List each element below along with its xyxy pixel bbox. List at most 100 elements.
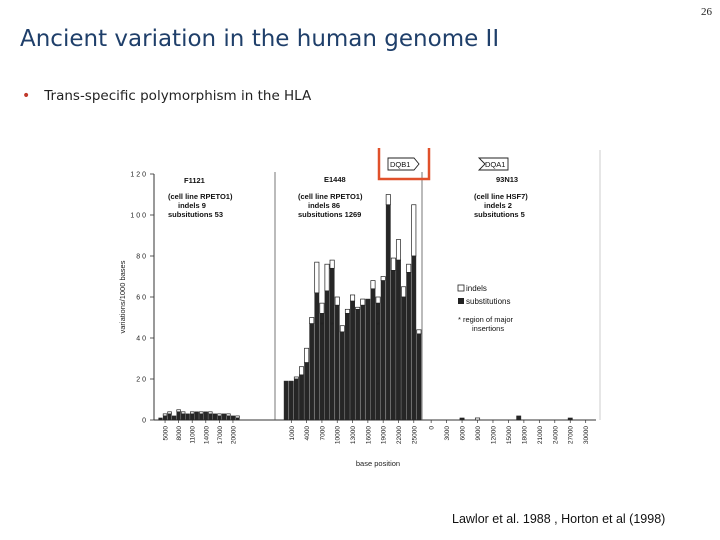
- substitution-bar: [309, 323, 315, 421]
- indel-bar: [199, 411, 204, 415]
- indel-bar: [176, 409, 181, 413]
- hla-variation-figure: variations/1000 bases base position 0 2 0…: [118, 148, 601, 468]
- segment-1-substitutions: subsitutions 53: [168, 210, 223, 219]
- bars-layer: * * *: [158, 194, 573, 421]
- x-tick-label: 16000: [365, 426, 372, 444]
- x-tick-label: 27000: [568, 426, 575, 444]
- y-ticks: 0 2 0 4 0 6 0 8 0 1 0 0 1 2 0: [130, 172, 154, 425]
- substitution-bar: [339, 331, 345, 421]
- slide-number: 26: [701, 6, 712, 18]
- segment-1-labels: F1121 (cell line RPETO1) indels 9 subsit…: [168, 176, 233, 219]
- substitution-bar: [459, 417, 465, 421]
- substitution-bar: [350, 300, 355, 421]
- x-tick-label: 19000: [381, 426, 388, 444]
- indel-bar: [380, 276, 386, 281]
- segment-3-indels: indels 2: [484, 201, 512, 210]
- indel-bar: [406, 263, 412, 273]
- x-axis-label: base position: [356, 459, 400, 468]
- indel-bar: [208, 411, 213, 415]
- indel-bar: [189, 411, 195, 415]
- indel-bar: [344, 308, 350, 314]
- substitution-bar: [226, 415, 231, 421]
- substitution-bar: [203, 411, 208, 421]
- x-tick-label: 20000: [230, 426, 237, 444]
- substitution-bar: [158, 417, 163, 421]
- segment-1-cell-line: (cell line RPETO1): [168, 192, 233, 201]
- substitution-bar: [329, 268, 335, 421]
- dqb1-highlight-box: [377, 148, 431, 181]
- indel-bar: [474, 417, 481, 421]
- x-tick-label: 17000: [217, 426, 224, 444]
- y-tick-label: 0: [142, 418, 146, 425]
- insertion-star-mark: *: [377, 321, 380, 330]
- legend-note-line2: insertions: [472, 324, 504, 333]
- gene-marker-dqb1: DQB1: [377, 148, 431, 181]
- y-tick-label: 4 0: [136, 336, 146, 343]
- x-tick-label: 22000: [396, 426, 403, 444]
- segment-2-labels: E1448 (cell line RPETO1) indels 86 subsi…: [298, 175, 363, 219]
- substitution-bar: [334, 304, 340, 421]
- dqb1-label: DQB1: [390, 160, 410, 169]
- substitution-bar: [199, 413, 204, 421]
- segment-3-cell-line: (cell line HSF7): [474, 192, 528, 201]
- x-tick-label: 3000: [444, 426, 451, 441]
- substitution-bar: [304, 362, 310, 421]
- x-tick-label: 1000: [289, 426, 296, 441]
- x-tick-label: 15000: [506, 426, 513, 444]
- gene-marker-dqa1: DQA1: [477, 157, 509, 171]
- bullet-item: • Trans-specific polymorphism in the HLA: [22, 88, 311, 104]
- segment-3-substitutions: subsitutions 5: [474, 210, 525, 219]
- x-tick-label: 4000: [304, 426, 311, 441]
- indel-bar: [329, 259, 335, 269]
- segment-2-substitutions: subsitutions 1269: [298, 210, 361, 219]
- indel-bar: [162, 413, 168, 417]
- substitution-bar: [283, 380, 289, 421]
- substitution-bar: [411, 255, 417, 421]
- substitution-bar: [221, 413, 227, 421]
- indel-bar: [401, 286, 407, 298]
- substitution-bar: [345, 313, 350, 421]
- substitution-bar: [396, 259, 401, 421]
- indel-bar: [416, 329, 422, 335]
- substitution-bar: [390, 270, 396, 421]
- substitution-bar: [230, 415, 236, 421]
- substitution-bar: [190, 413, 195, 421]
- indel-bar: [395, 239, 401, 261]
- substitution-bar: [406, 272, 412, 421]
- substitution-bar: [516, 415, 522, 421]
- bullet-text: Trans-specific polymorphism in the HLA: [44, 88, 312, 104]
- indel-bar: [314, 261, 320, 294]
- indel-bar: [217, 413, 222, 417]
- indel-bar: [299, 366, 305, 376]
- substitution-bar: [401, 296, 406, 421]
- indel-bar: [167, 411, 172, 415]
- indel-bar: [350, 294, 356, 302]
- x-tick-label: 30000: [583, 426, 590, 444]
- indel-bar: [375, 296, 381, 304]
- x-tick-label: 6000: [460, 426, 467, 441]
- x-tick-label: 13000: [350, 426, 357, 444]
- segment-3-labels: 93N13 (cell line HSF7) indels 2 subsitut…: [474, 175, 528, 219]
- indel-bar: [235, 415, 240, 419]
- substitution-bar: [355, 309, 361, 421]
- indel-bar: [226, 413, 231, 417]
- substitution-bar: [185, 413, 190, 421]
- substitution-bar: [567, 417, 573, 421]
- x-tick-label: 11000: [190, 426, 197, 444]
- substitution-bar: [288, 380, 294, 421]
- y-tick-label: 2 0: [136, 377, 146, 384]
- dqb1-arrow-shape: [387, 157, 420, 171]
- legend-indels-label: indels: [466, 284, 487, 293]
- substitution-bar: [176, 411, 181, 421]
- substitution-bar: [360, 304, 366, 421]
- legend-substitutions-swatch: [458, 298, 464, 304]
- indel-bar: [324, 263, 330, 292]
- indel-bar: [293, 376, 299, 380]
- y-axis-label: variations/1000 bases: [118, 260, 127, 333]
- segment-2-indels: indels 86: [308, 201, 340, 210]
- segment-2-name: E1448: [324, 175, 346, 184]
- substitution-bar: [380, 280, 386, 421]
- substitution-bar: [370, 288, 376, 421]
- substitution-bar: [416, 333, 422, 421]
- segment-1-name: F1121: [184, 176, 205, 185]
